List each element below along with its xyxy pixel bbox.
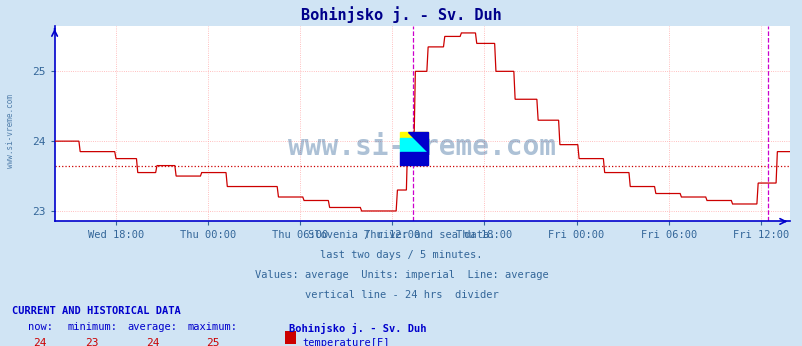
Text: 24: 24 xyxy=(146,338,159,346)
Text: www.si-vreme.com: www.si-vreme.com xyxy=(288,133,556,161)
Text: average:: average: xyxy=(128,322,177,333)
Text: now:: now: xyxy=(27,322,53,333)
Bar xyxy=(399,152,427,165)
Text: 24: 24 xyxy=(34,338,47,346)
Bar xyxy=(399,132,427,146)
Text: Slovenia / river and sea data.: Slovenia / river and sea data. xyxy=(307,230,495,240)
Polygon shape xyxy=(408,132,427,152)
Text: Bohinjsko j. - Sv. Duh: Bohinjsko j. - Sv. Duh xyxy=(289,322,426,334)
Text: 23: 23 xyxy=(86,338,99,346)
Text: vertical line - 24 hrs  divider: vertical line - 24 hrs divider xyxy=(304,290,498,300)
Text: CURRENT AND HISTORICAL DATA: CURRENT AND HISTORICAL DATA xyxy=(12,306,180,316)
Text: maximum:: maximum: xyxy=(188,322,237,333)
Text: last two days / 5 minutes.: last two days / 5 minutes. xyxy=(320,250,482,260)
Text: www.si-vreme.com: www.si-vreme.com xyxy=(6,94,15,169)
Text: minimum:: minimum: xyxy=(67,322,117,333)
Text: temperature[F]: temperature[F] xyxy=(302,338,389,346)
Text: 25: 25 xyxy=(206,338,219,346)
Text: Bohinjsko j. - Sv. Duh: Bohinjsko j. - Sv. Duh xyxy=(301,6,501,23)
Bar xyxy=(399,138,427,152)
Text: Values: average  Units: imperial  Line: average: Values: average Units: imperial Line: av… xyxy=(254,270,548,280)
